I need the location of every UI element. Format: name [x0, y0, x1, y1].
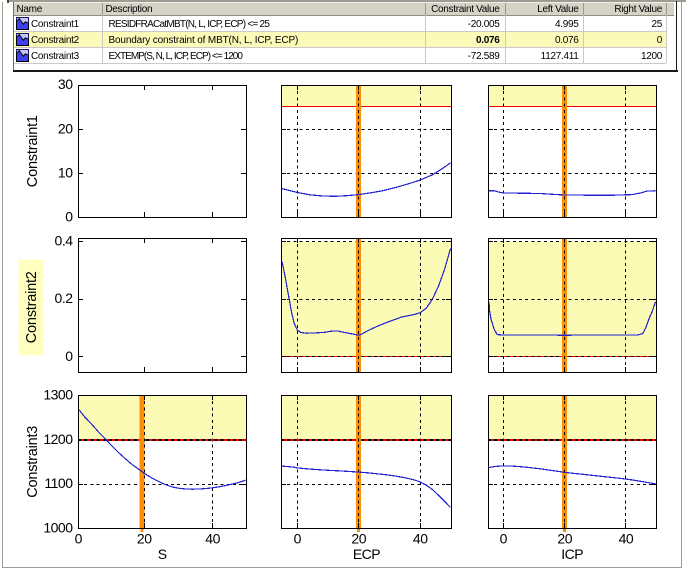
svg-text:0.4: 0.4 — [55, 233, 74, 249]
svg-text:0: 0 — [294, 531, 302, 547]
svg-text:Constraint1: Constraint1 — [25, 115, 41, 187]
svg-text:1000: 1000 — [43, 520, 73, 536]
svg-text:ECP: ECP — [353, 546, 380, 562]
svg-text:20: 20 — [557, 531, 572, 547]
svg-text:30: 30 — [58, 76, 73, 92]
svg-text:40: 40 — [205, 531, 220, 547]
svg-text:0: 0 — [65, 209, 73, 225]
svg-text:Constraint2: Constraint2 — [24, 271, 40, 343]
svg-text:0.2: 0.2 — [55, 290, 74, 306]
svg-text:Constraint3: Constraint3 — [25, 426, 41, 498]
svg-text:1200: 1200 — [43, 431, 73, 447]
svg-text:ICP: ICP — [561, 546, 583, 562]
svg-text:0: 0 — [65, 348, 73, 364]
svg-text:10: 10 — [58, 165, 73, 181]
svg-text:20: 20 — [137, 531, 152, 547]
svg-text:40: 40 — [413, 531, 428, 547]
svg-text:0: 0 — [500, 531, 508, 547]
svg-text:1300: 1300 — [43, 387, 73, 403]
svg-text:S: S — [158, 546, 167, 562]
svg-text:20: 20 — [351, 531, 366, 547]
svg-text:0: 0 — [75, 531, 83, 547]
svg-text:40: 40 — [619, 531, 634, 547]
svg-text:1100: 1100 — [44, 475, 73, 491]
svg-text:20: 20 — [58, 120, 73, 136]
